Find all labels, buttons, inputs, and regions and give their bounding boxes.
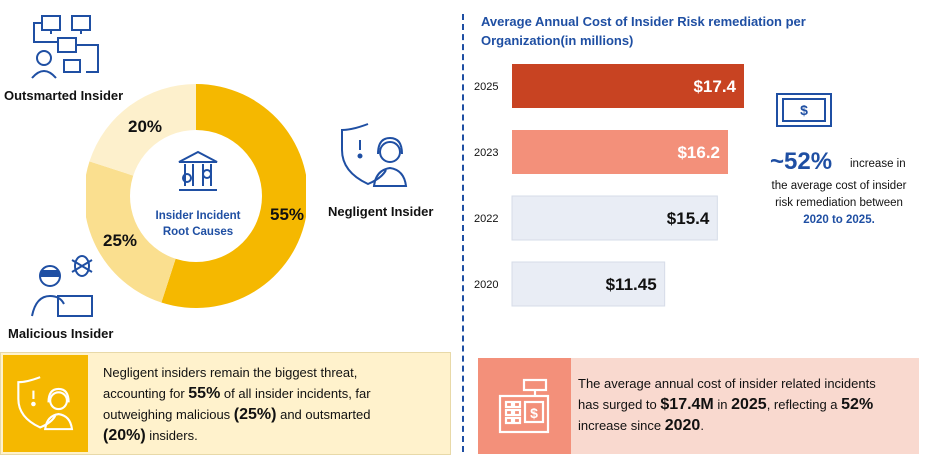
cost-summary-text: The average annual cost of insider relat… (578, 376, 876, 434)
malicious-insider-label: Malicious Insider (8, 326, 114, 341)
negligent-insider-label: Negligent Insider (328, 204, 434, 219)
money-bill-icon: $ (776, 93, 832, 127)
bar-2023 (512, 130, 728, 174)
bar-chart: 2025 $17.4 2023 $16.2 2022 $15.4 2020 $11.45 (474, 64, 744, 307)
category-label-2022: 2022 (474, 213, 498, 225)
negligent-summary-text: Negligent insiders remain the biggest th… (103, 365, 371, 444)
monitor-network-icon (31, 15, 99, 79)
divider (462, 14, 464, 452)
bank-bug-icon (178, 150, 218, 191)
bar-value-2020: $11.45 (606, 275, 657, 294)
pct-malicious: 25% (103, 231, 138, 250)
cost-summary-panel: $ The average annual cost of insider rel… (478, 358, 919, 454)
hacker-bug-icon (31, 255, 93, 317)
pct-outsmarted: 20% (128, 117, 163, 136)
cash-register-icon: $ (498, 378, 550, 434)
bar-2025 (512, 64, 744, 108)
chart-title: Average Annual Cost of Insider Risk reme… (481, 14, 806, 48)
pct-negligent: 55% (270, 205, 305, 224)
panel-icon-box: $ (478, 358, 571, 454)
bar-value-2022: $15.4 (667, 209, 710, 228)
bar-value-2023: $16.2 (677, 143, 720, 162)
bar-2022 (511, 195, 718, 241)
callout-line2: the average cost of insider (771, 180, 907, 192)
bar-2020 (511, 261, 666, 307)
category-label-2020: 2020 (474, 279, 498, 291)
shield-headset-icon (341, 123, 408, 187)
panel-icon-box (3, 355, 88, 452)
increase-percent: ~52% (770, 148, 833, 175)
bar-value-2025: $17.4 (693, 77, 736, 96)
category-label-2023: 2023 (474, 147, 498, 159)
callout-line3: risk remediation between (775, 197, 903, 209)
negligent-summary-panel: Negligent insiders remain the biggest th… (0, 352, 451, 455)
callout-line4: 2020 to 2025. (803, 214, 875, 226)
category-label-2025: 2025 (474, 81, 498, 93)
callout-line1: increase in (850, 158, 906, 170)
donut-center-label: Insider Incident Root Causes (155, 210, 241, 238)
donut-chart (86, 84, 306, 308)
svg-text:$: $ (800, 102, 808, 118)
outsmarted-insider-label: Outsmarted Insider (4, 88, 124, 103)
shield-headset-icon (17, 376, 74, 431)
svg-text:$: $ (530, 405, 538, 421)
